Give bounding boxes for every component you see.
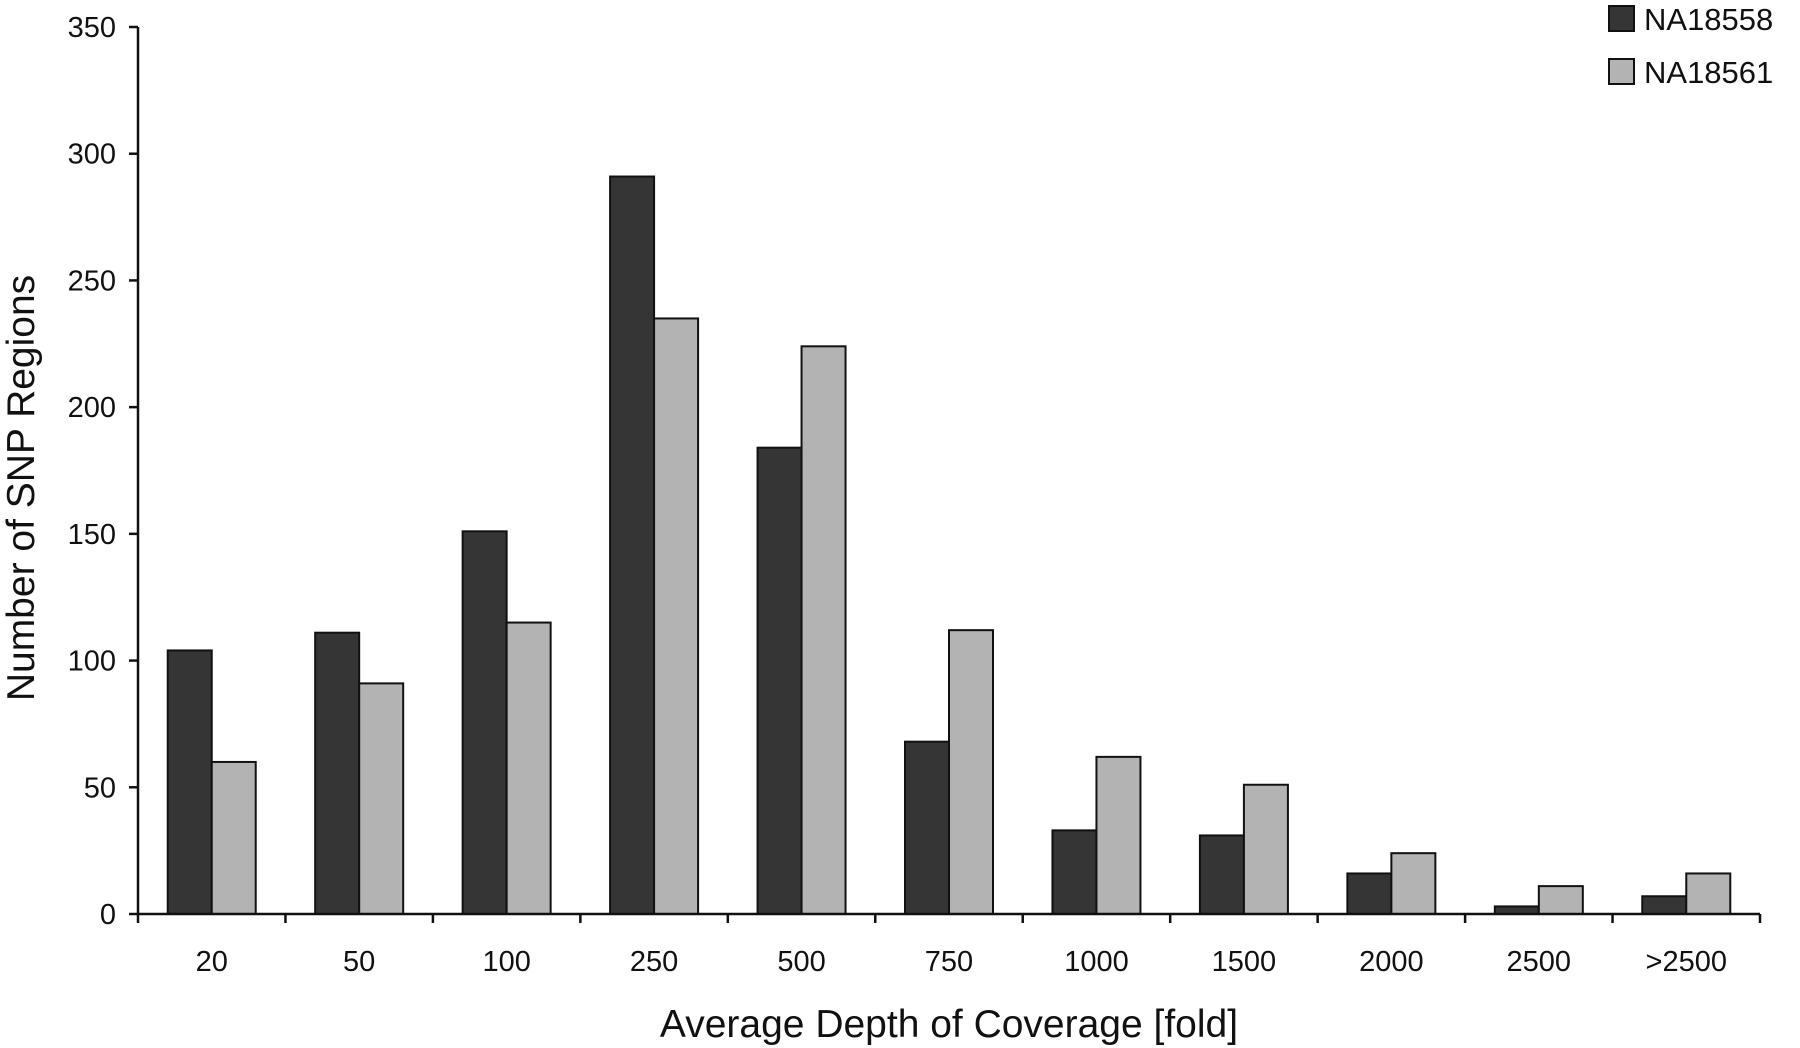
- y-tick-label: 350: [68, 12, 116, 44]
- bar-NA18558-750: [904, 740, 950, 915]
- y-ticks-group: 0 50 100 150 200 250 300 350: [68, 12, 138, 931]
- bar-NA18558-500: [756, 446, 803, 915]
- x-tick-label: 20: [196, 946, 228, 978]
- x-tick-label: >2500: [1646, 946, 1727, 978]
- bar-NA18561-750: [948, 629, 994, 915]
- x-ticks-group: 20 50 100 250 500 750 1000 1500 2000 2500 >2500: [136, 914, 1762, 978]
- y-tick-label: 300: [68, 139, 116, 171]
- x-tick-label: 750: [925, 946, 973, 978]
- x-tick-label: 2000: [1359, 946, 1424, 978]
- y-tick-label: 50: [84, 772, 116, 804]
- legend-swatch-NA18558: [1608, 5, 1635, 32]
- legend-label: NA18558: [1644, 2, 1773, 37]
- bar-NA18561-1000: [1095, 755, 1142, 915]
- x-tick-label: 1000: [1064, 946, 1129, 978]
- bar-NA18561-500: [800, 345, 847, 915]
- y-tick-label: 200: [68, 392, 116, 424]
- x-tick-label: 2500: [1507, 946, 1572, 978]
- legend-swatch-NA18561: [1608, 58, 1635, 85]
- x-axis-title: Average Depth of Coverage [fold]: [660, 1003, 1238, 1046]
- bar-NA18558->2500: [1641, 895, 1688, 916]
- y-tick-label: 250: [68, 265, 116, 297]
- y-tick-label: 0: [100, 899, 116, 931]
- axes-group: [136, 27, 1760, 916]
- bar-NA18558-1500: [1198, 834, 1245, 915]
- legend-label: NA18561: [1644, 55, 1773, 90]
- y-axis-title: Number of SNP Regions: [0, 275, 43, 701]
- legend: NA18558 NA18561: [1608, 2, 1773, 90]
- bar-NA18558-2000: [1346, 872, 1393, 915]
- bar-NA18558-100: [461, 530, 508, 916]
- bar-NA18558-20: [166, 649, 213, 915]
- x-tick-label: 100: [482, 946, 530, 978]
- bar-NA18558-250: [609, 175, 656, 916]
- bar-NA18561-1500: [1242, 783, 1289, 915]
- bar-NA18561-20: [210, 760, 257, 916]
- x-tick-label: 1500: [1212, 946, 1277, 978]
- bar-NA18561->2500: [1685, 872, 1732, 915]
- y-tick-label: 150: [68, 519, 116, 551]
- x-tick-label: 250: [630, 946, 678, 978]
- x-tick-label: 50: [343, 946, 375, 978]
- bar-NA18561-250: [653, 317, 700, 915]
- bar-NA18558-50: [314, 631, 361, 915]
- bar-NA18561-100: [505, 621, 552, 915]
- bar-NA18558-1000: [1051, 829, 1098, 916]
- bars-group: [166, 175, 1732, 916]
- y-tick-label: 100: [68, 646, 116, 678]
- x-tick-label: 500: [777, 946, 825, 978]
- bar-NA18561-2000: [1390, 852, 1437, 915]
- bar-NA18561-50: [358, 682, 405, 915]
- bar-NA18561-2500: [1537, 885, 1584, 916]
